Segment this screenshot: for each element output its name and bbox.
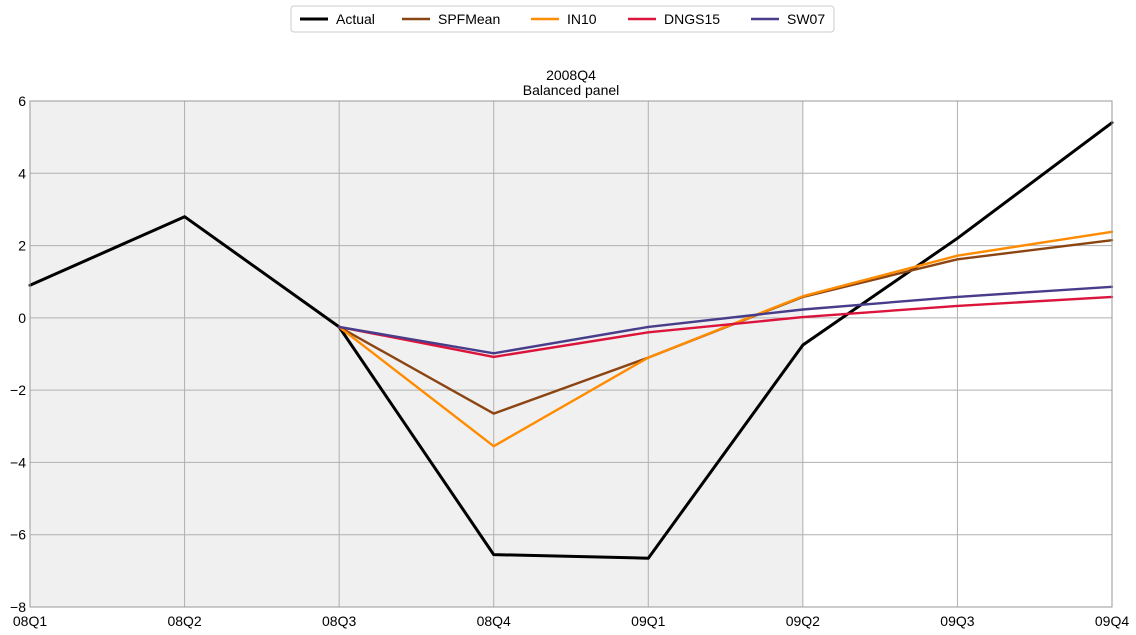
y-tick-label: 2 [18,238,26,254]
x-tick-label: 09Q4 [1095,613,1129,629]
x-tick-label: 08Q1 [13,613,47,629]
y-tick-label: 4 [18,165,26,181]
x-tick-label: 09Q1 [631,613,665,629]
series-line-actual [28,121,1114,560]
legend-label-in10: IN10 [567,11,597,27]
axes [29,100,1113,608]
series-line-in10 [337,230,1114,448]
x-tick-label: 08Q2 [167,613,201,629]
legend-label-spfmean: SPFMean [438,11,500,27]
series-layer [28,121,1114,560]
y-tick-label: −6 [10,527,26,543]
legend-label-actual: Actual [336,11,375,27]
x-tick-label: 08Q3 [322,613,356,629]
legend-label-dngs15: DNGS15 [664,11,720,27]
x-tick-label: 08Q4 [477,613,511,629]
legend: Actual SPFMean IN10 DNGS15 SW07 [290,5,835,33]
y-tick-label: 6 [18,93,26,109]
legend-label-sw07: SW07 [787,11,825,27]
y-tick-label: −8 [10,599,26,615]
plot-area [30,101,803,607]
plot-frame [29,100,1113,608]
y-tick-label: −2 [10,382,26,398]
legend-box [290,5,835,33]
y-tick-label: 0 [18,310,26,326]
x-tick-label: 09Q3 [940,613,974,629]
x-tick-label: 09Q2 [786,613,820,629]
tick-labels: 08Q1 08Q2 08Q3 08Q4 09Q1 09Q2 09Q3 09Q4 −8 −6 −4 −2… [10,93,1129,629]
series-line-sw07 [337,285,1114,355]
y-tick-label: −4 [10,454,26,470]
chart-title: 2008Q4 [546,67,596,83]
chart-subtitle: Balanced panel [523,82,620,98]
series-line-dngs15 [337,295,1114,359]
shaded-region [30,101,803,607]
